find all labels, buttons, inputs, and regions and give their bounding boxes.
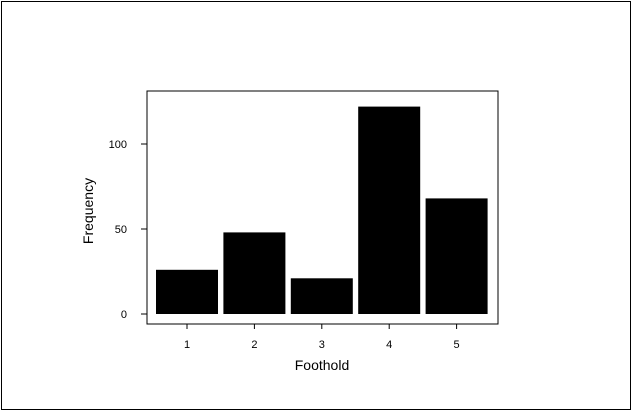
y-tick-label: 0 [121,309,127,321]
x-tick-label: 2 [251,339,257,351]
x-tick-label: 1 [184,339,190,351]
bar-5 [425,198,488,314]
x-tick-label: 3 [319,339,325,351]
bar-2 [223,232,286,314]
bar-4 [358,106,421,314]
y-tick-label: 50 [115,224,127,236]
y-tick-label: 100 [109,139,127,151]
x-tick-label: 4 [386,339,392,351]
plot-area [146,90,499,325]
x-tick-label: 5 [454,339,460,351]
bar-3 [290,278,353,314]
x-axis-title: Foothold [295,357,349,373]
bar-1 [156,269,218,314]
y-axis-title: Frequency [80,178,96,244]
